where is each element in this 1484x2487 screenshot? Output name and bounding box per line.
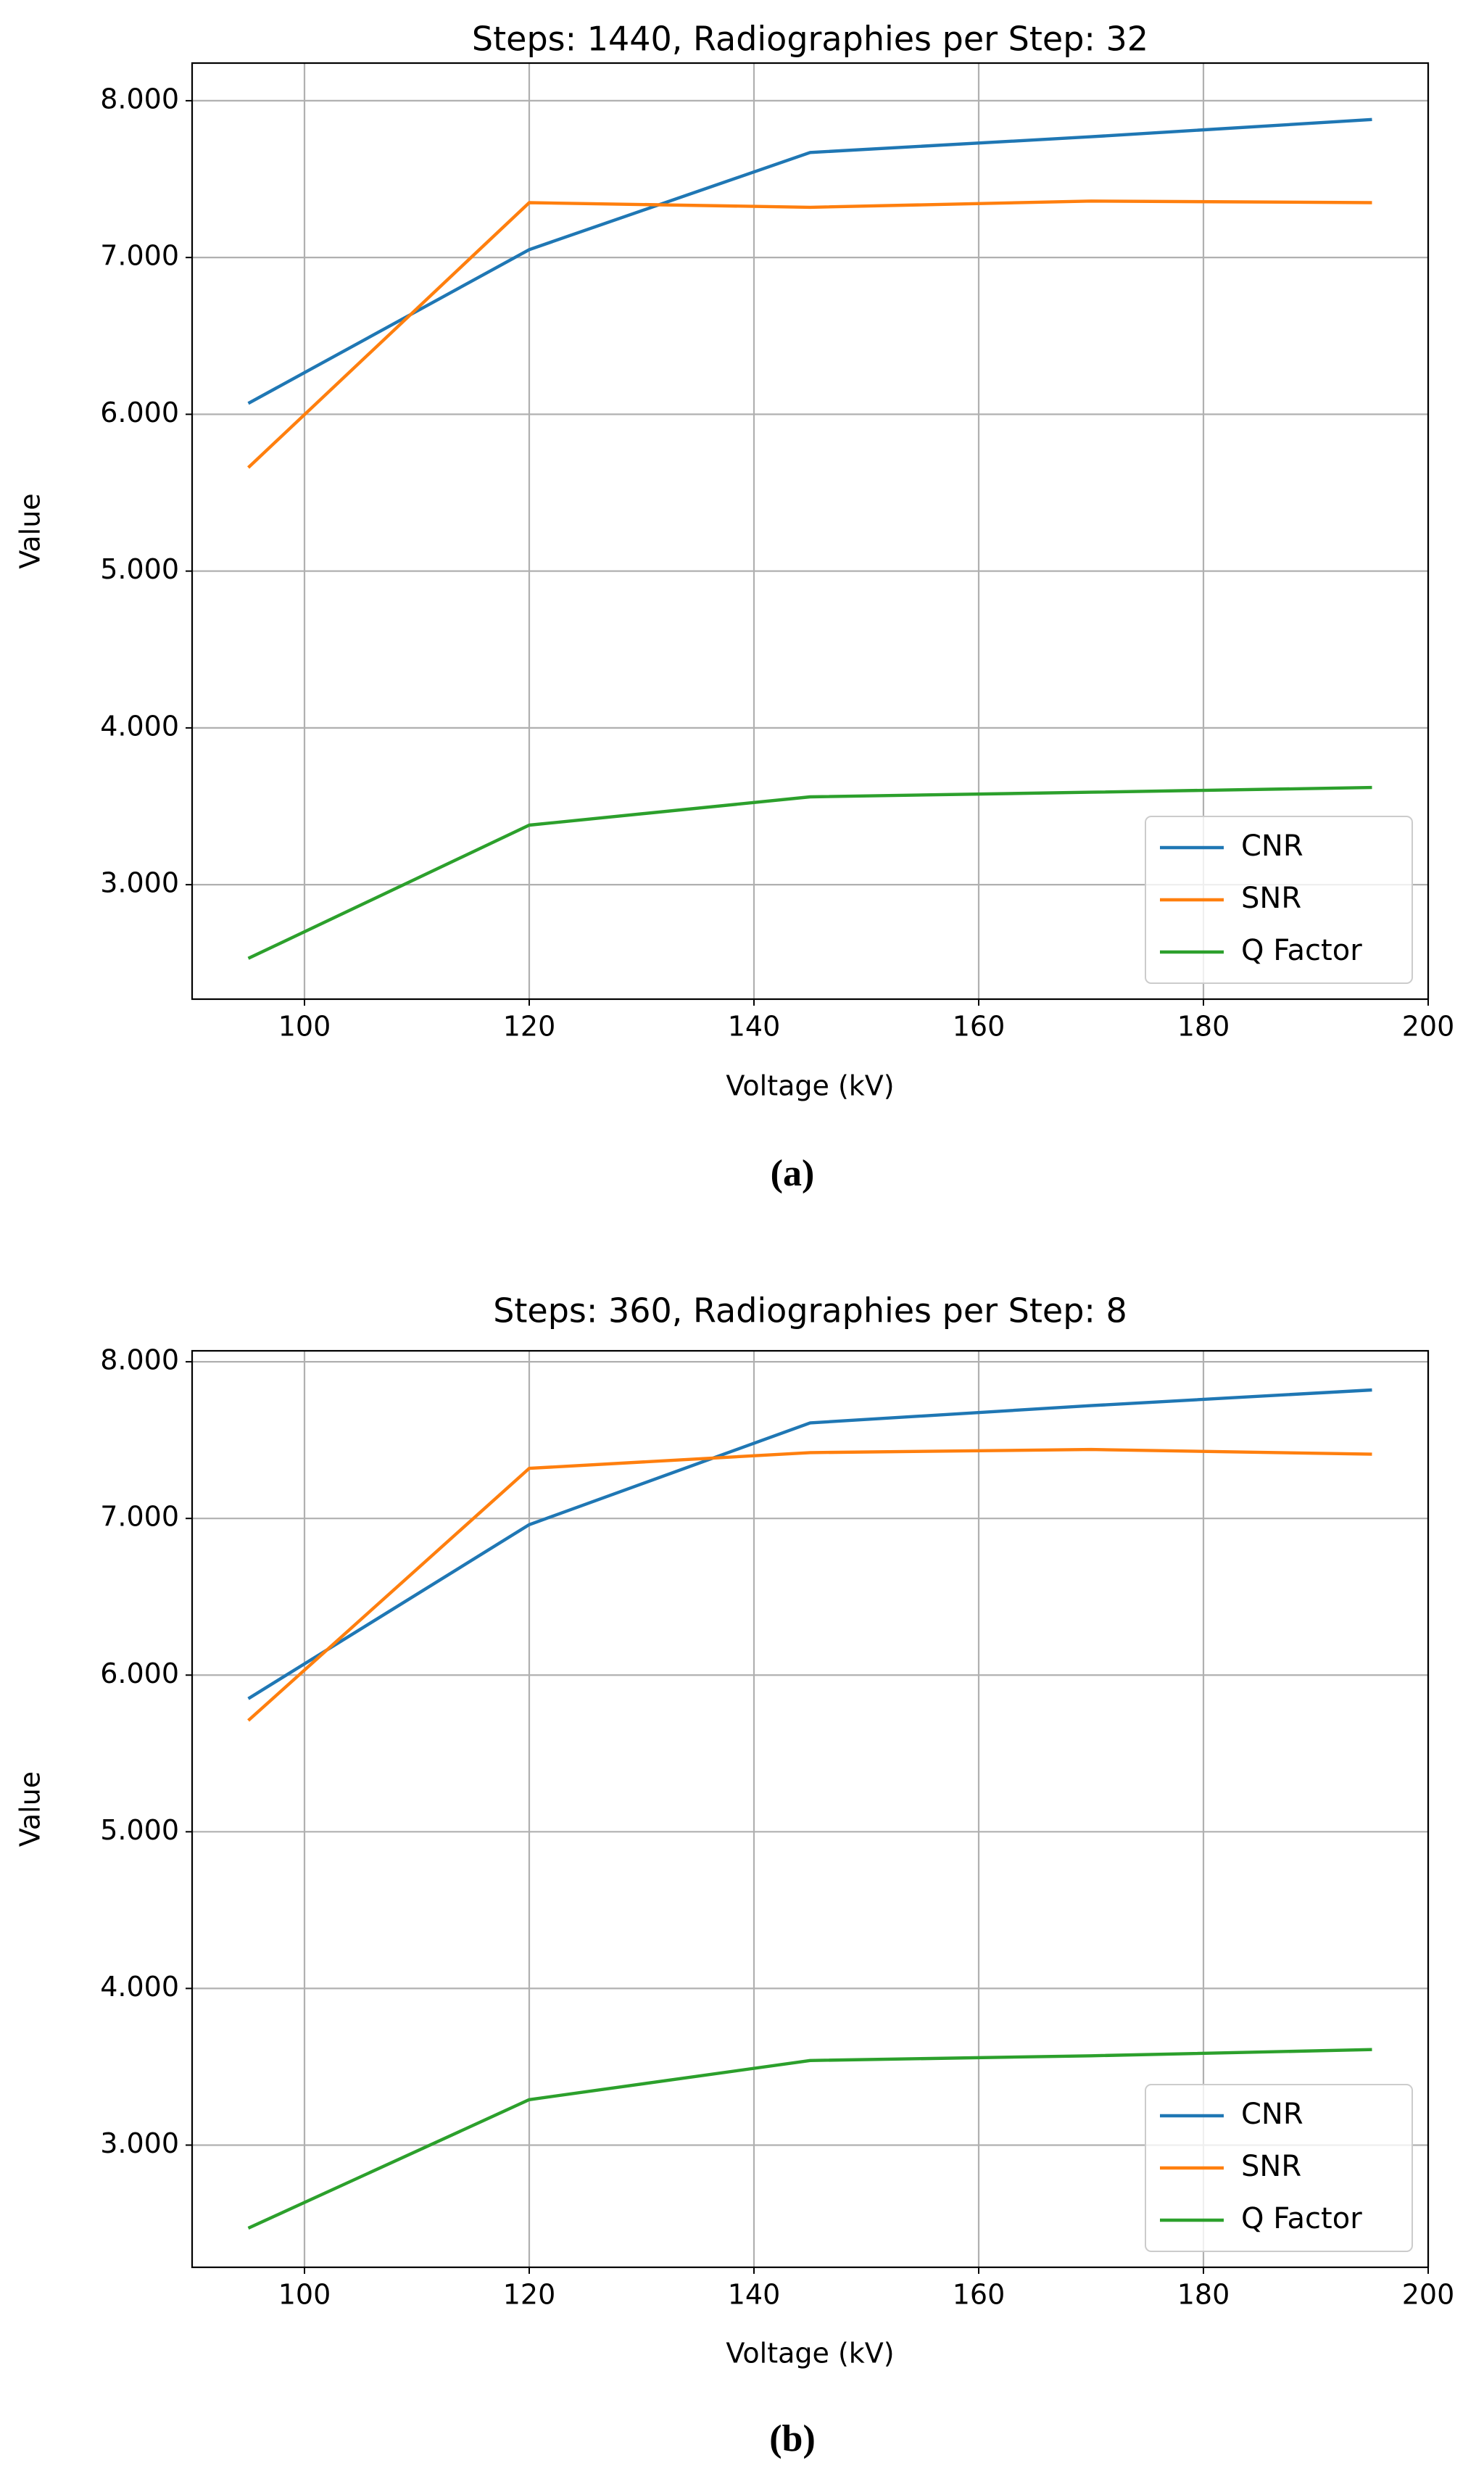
chart-title: Steps: 360, Radiographies per Step: 8 — [493, 1291, 1127, 1331]
legend-box — [1145, 816, 1413, 984]
x-tick-label: 180 — [1177, 1011, 1230, 1043]
y-tick-label: 8.000 — [100, 83, 179, 115]
y-tick-label: 7.000 — [100, 240, 179, 272]
plot-frame — [191, 62, 1430, 1001]
legend-label: SNR — [1241, 882, 1301, 915]
chart-title: Steps: 1440, Radiographies per Step: 32 — [472, 20, 1148, 59]
legend-label: SNR — [1241, 2150, 1301, 2183]
data-line — [247, 117, 1372, 405]
x-tick-label: 140 — [728, 1011, 781, 1043]
x-tick-label: 200 — [1402, 2279, 1455, 2311]
x-tick-label: 100 — [278, 1011, 331, 1043]
legend-label: CNR — [1241, 2098, 1303, 2131]
y-tick-label: 7.000 — [100, 1501, 179, 1533]
x-axis-label: Voltage (kV) — [726, 2338, 894, 2370]
plot-frame — [191, 1349, 1430, 2269]
data-line — [247, 785, 1372, 960]
x-tick-label: 100 — [278, 2279, 331, 2311]
legend-box — [1145, 2084, 1413, 2252]
y-tick-label: 3.000 — [100, 2127, 179, 2159]
y-tick-label: 6.000 — [100, 1658, 179, 1689]
y-axis-label: Value — [14, 493, 46, 568]
chart: Steps: 360, Radiographies per Step: 8 100… — [14, 1291, 1455, 2459]
data-line — [247, 1388, 1372, 1700]
y-tick-label: 5.000 — [100, 1814, 179, 1846]
y-tick-label: 6.000 — [100, 397, 179, 429]
legend-label: Q Factor — [1241, 934, 1362, 967]
caption: (a) — [771, 1153, 815, 1194]
y-axis-label: Value — [14, 1771, 46, 1847]
caption: (b) — [769, 2418, 816, 2459]
x-tick-label: 160 — [953, 2279, 1006, 2311]
data-line — [247, 2048, 1372, 2230]
y-tick-label: 3.000 — [100, 867, 179, 899]
legend: CNR SNR Q Factor — [1145, 816, 1413, 984]
x-tick-label: 120 — [503, 2279, 556, 2311]
legend-label: Q Factor — [1241, 2202, 1362, 2235]
y-tick-label: 4.000 — [100, 710, 179, 742]
x-tick-label: 120 — [503, 1011, 556, 1043]
data-line — [246, 199, 1372, 469]
legend-label: CNR — [1241, 829, 1303, 863]
data-line — [247, 1447, 1372, 1722]
y-tick-label: 4.000 — [100, 1971, 179, 2003]
x-axis-label: Voltage (kV) — [726, 1070, 894, 1102]
legend: CNR SNR Q Factor — [1145, 2084, 1413, 2252]
x-tick-label: 160 — [953, 1011, 1006, 1043]
y-tick-label: 8.000 — [100, 1344, 179, 1376]
chart: Steps: 1440, Radiographies per Step: 32 1… — [14, 20, 1455, 1194]
x-tick-label: 180 — [1177, 2279, 1230, 2311]
x-tick-label: 140 — [728, 2279, 781, 2311]
x-tick-label: 200 — [1402, 1011, 1455, 1043]
y-tick-label: 5.000 — [100, 553, 179, 585]
